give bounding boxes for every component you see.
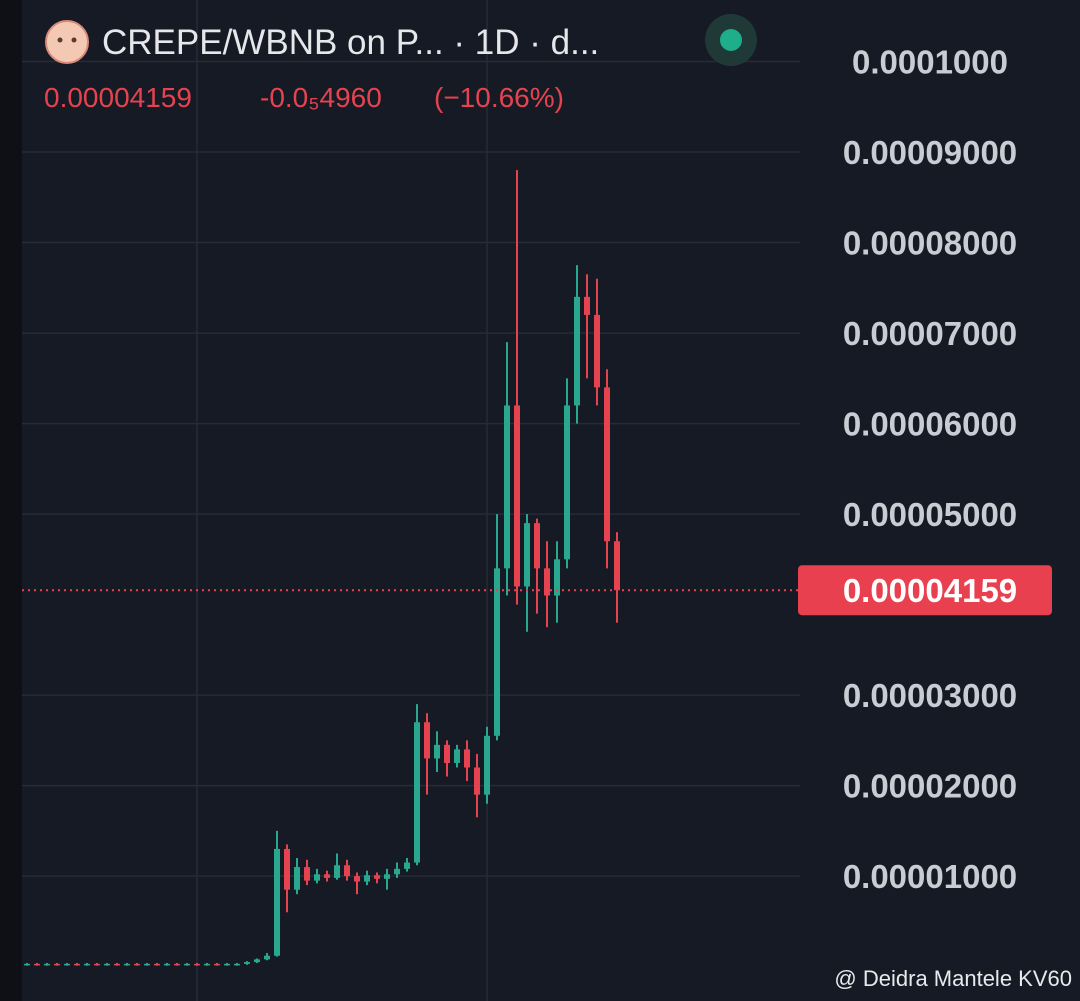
candle-body: [34, 963, 40, 966]
last-price-label: 0.00004159: [843, 572, 1017, 609]
candle-body: [514, 405, 520, 587]
candle-body: [334, 865, 340, 878]
chart-title[interactable]: CREPE/WBNB on P... · 1D · d...: [102, 23, 599, 62]
candle-body: [84, 963, 90, 966]
candle-body: [584, 296, 590, 315]
candle-body: [354, 876, 360, 882]
candle-body: [444, 744, 450, 763]
candle-body: [424, 722, 430, 759]
candle-body: [384, 874, 390, 879]
candle-body: [254, 959, 260, 963]
candle-body: [134, 963, 140, 966]
candle-body: [64, 963, 70, 966]
candle-body: [204, 963, 210, 966]
axis-labels: 0.0001000 0.00009000 0.00008000 0.00007000 0…: [798, 44, 1052, 895]
candle-body: [154, 963, 160, 966]
candle-body: [344, 865, 350, 877]
candle-body: [284, 848, 290, 890]
candle-body: [554, 559, 560, 596]
candle-body: [314, 874, 320, 881]
candle-body: [604, 387, 610, 542]
y-tick-label: 0.00006000: [843, 406, 1017, 443]
candle-body: [224, 963, 230, 966]
candle-body: [234, 963, 240, 966]
candle-body: [594, 314, 600, 388]
candle-body: [464, 749, 470, 768]
candle-body: [404, 862, 410, 869]
candle-body: [144, 963, 150, 966]
header-change: -0.0₅4960: [260, 82, 382, 113]
candle-body: [534, 523, 540, 569]
candle-body: [434, 744, 440, 759]
status-dot: [720, 29, 742, 51]
candle-body: [574, 296, 580, 406]
candle-body: [74, 963, 80, 966]
candle-body: [304, 867, 310, 881]
y-tick-label: 0.00001000: [843, 858, 1017, 895]
candle-body: [244, 962, 250, 964]
last-price-box: [798, 565, 1052, 616]
candle-body: [324, 874, 330, 878]
watermark: @ Deidra Mantele KV60: [834, 966, 1072, 991]
candle-body: [54, 963, 60, 966]
candle-body: [94, 963, 100, 966]
token-icon-eye: [57, 37, 63, 43]
y-tick-label: 0.00005000: [843, 496, 1017, 533]
candle-body: [484, 735, 490, 795]
candle-body: [104, 963, 110, 966]
candle-body: [294, 867, 300, 890]
candle-body: [374, 875, 380, 879]
token-icon-eye: [71, 37, 77, 43]
candle-body: [494, 568, 500, 736]
y-tick-label: 0.0001000: [852, 44, 1008, 81]
candle-body: [614, 541, 620, 591]
candle-body: [264, 955, 270, 960]
header-price: 0.00004159: [44, 82, 192, 113]
candle-body: [364, 875, 370, 882]
candle-body: [564, 405, 570, 560]
candle-body: [194, 963, 200, 966]
candle-body: [454, 749, 460, 763]
candle-body: [174, 963, 180, 966]
candle-body: [124, 963, 130, 966]
candle-body: [44, 963, 50, 966]
candles: [22, 170, 800, 966]
y-tick-label: 0.00002000: [843, 768, 1017, 805]
candle-body: [274, 848, 280, 956]
y-tick-label: 0.00007000: [843, 315, 1017, 352]
candle-body: [414, 722, 420, 863]
left-edge: [0, 0, 22, 1001]
candle-body: [504, 405, 510, 569]
header-change-percent: (−10.66%): [434, 82, 564, 113]
y-tick-label: 0.00009000: [843, 134, 1017, 171]
candle-body: [214, 963, 220, 966]
candle-body: [544, 568, 550, 596]
candle-body: [184, 963, 190, 966]
candle-body: [524, 523, 530, 587]
token-icon: [45, 20, 89, 64]
candle-body: [164, 963, 170, 966]
candle-body: [474, 767, 480, 795]
y-tick-label: 0.00008000: [843, 225, 1017, 262]
candle-body: [24, 963, 30, 966]
candle-body: [114, 963, 120, 966]
candle-body: [394, 868, 400, 875]
grid: [22, 60, 800, 877]
y-tick-label: 0.00003000: [843, 677, 1017, 714]
